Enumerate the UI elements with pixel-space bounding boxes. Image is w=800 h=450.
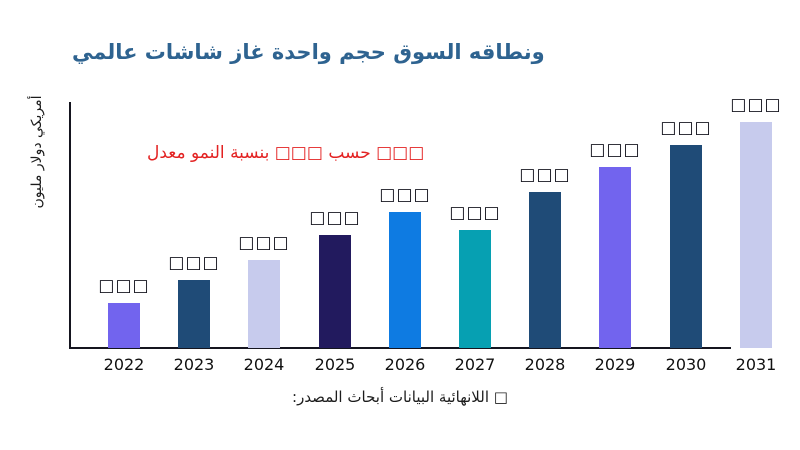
x-tick-label-2023: 2023 <box>173 355 215 374</box>
bar-value-label-2025: □□□ <box>309 208 361 228</box>
bar-2029 <box>599 167 631 348</box>
bar-2031 <box>740 122 772 348</box>
bar-value-label-2028: □□□ <box>519 165 571 185</box>
source-attribution: المصدر: أبحاث البيانات اللانهائية □ <box>292 388 508 406</box>
x-tick-label-2029: 2029 <box>594 355 636 374</box>
bar-value-label-2029: □□□ <box>589 140 641 160</box>
chart-title: عالمي شاشات غاز واحدة حجم السوق ونطاقه <box>72 40 545 64</box>
bar-2030 <box>670 145 702 348</box>
x-tick-label-2031: 2031 <box>735 355 777 374</box>
bar-value-label-2026: □□□ <box>379 185 431 205</box>
bar-value-label-2022: □□□ <box>98 276 150 296</box>
y-axis-line <box>69 102 71 348</box>
x-tick-label-2027: 2027 <box>454 355 496 374</box>
bar-2022 <box>108 303 140 348</box>
bar-value-label-2030: □□□ <box>660 118 712 138</box>
y-axis-label: مليون دولار أمريكي <box>29 95 45 209</box>
bar-2025 <box>319 235 351 348</box>
bar-2027 <box>459 230 491 348</box>
x-axis-line <box>69 347 731 349</box>
bar-2023 <box>178 280 210 348</box>
x-tick-label-2025: 2025 <box>314 355 356 374</box>
bar-2024 <box>248 260 280 348</box>
x-tick-label-2028: 2028 <box>524 355 566 374</box>
bar-value-label-2031: □□□ <box>730 95 782 115</box>
bar-2026 <box>389 212 421 348</box>
growth-rate-annotation: معدل النمو بنسبة □□□ حسب □□□ <box>147 143 425 163</box>
bar-2028 <box>529 192 561 348</box>
x-tick-label-2024: 2024 <box>243 355 285 374</box>
bar-value-label-2024: □□□ <box>238 233 290 253</box>
x-tick-label-2022: 2022 <box>103 355 145 374</box>
x-tick-label-2026: 2026 <box>384 355 426 374</box>
bar-value-label-2027: □□□ <box>449 203 501 223</box>
x-tick-label-2030: 2030 <box>665 355 707 374</box>
bar-value-label-2023: □□□ <box>168 253 220 273</box>
